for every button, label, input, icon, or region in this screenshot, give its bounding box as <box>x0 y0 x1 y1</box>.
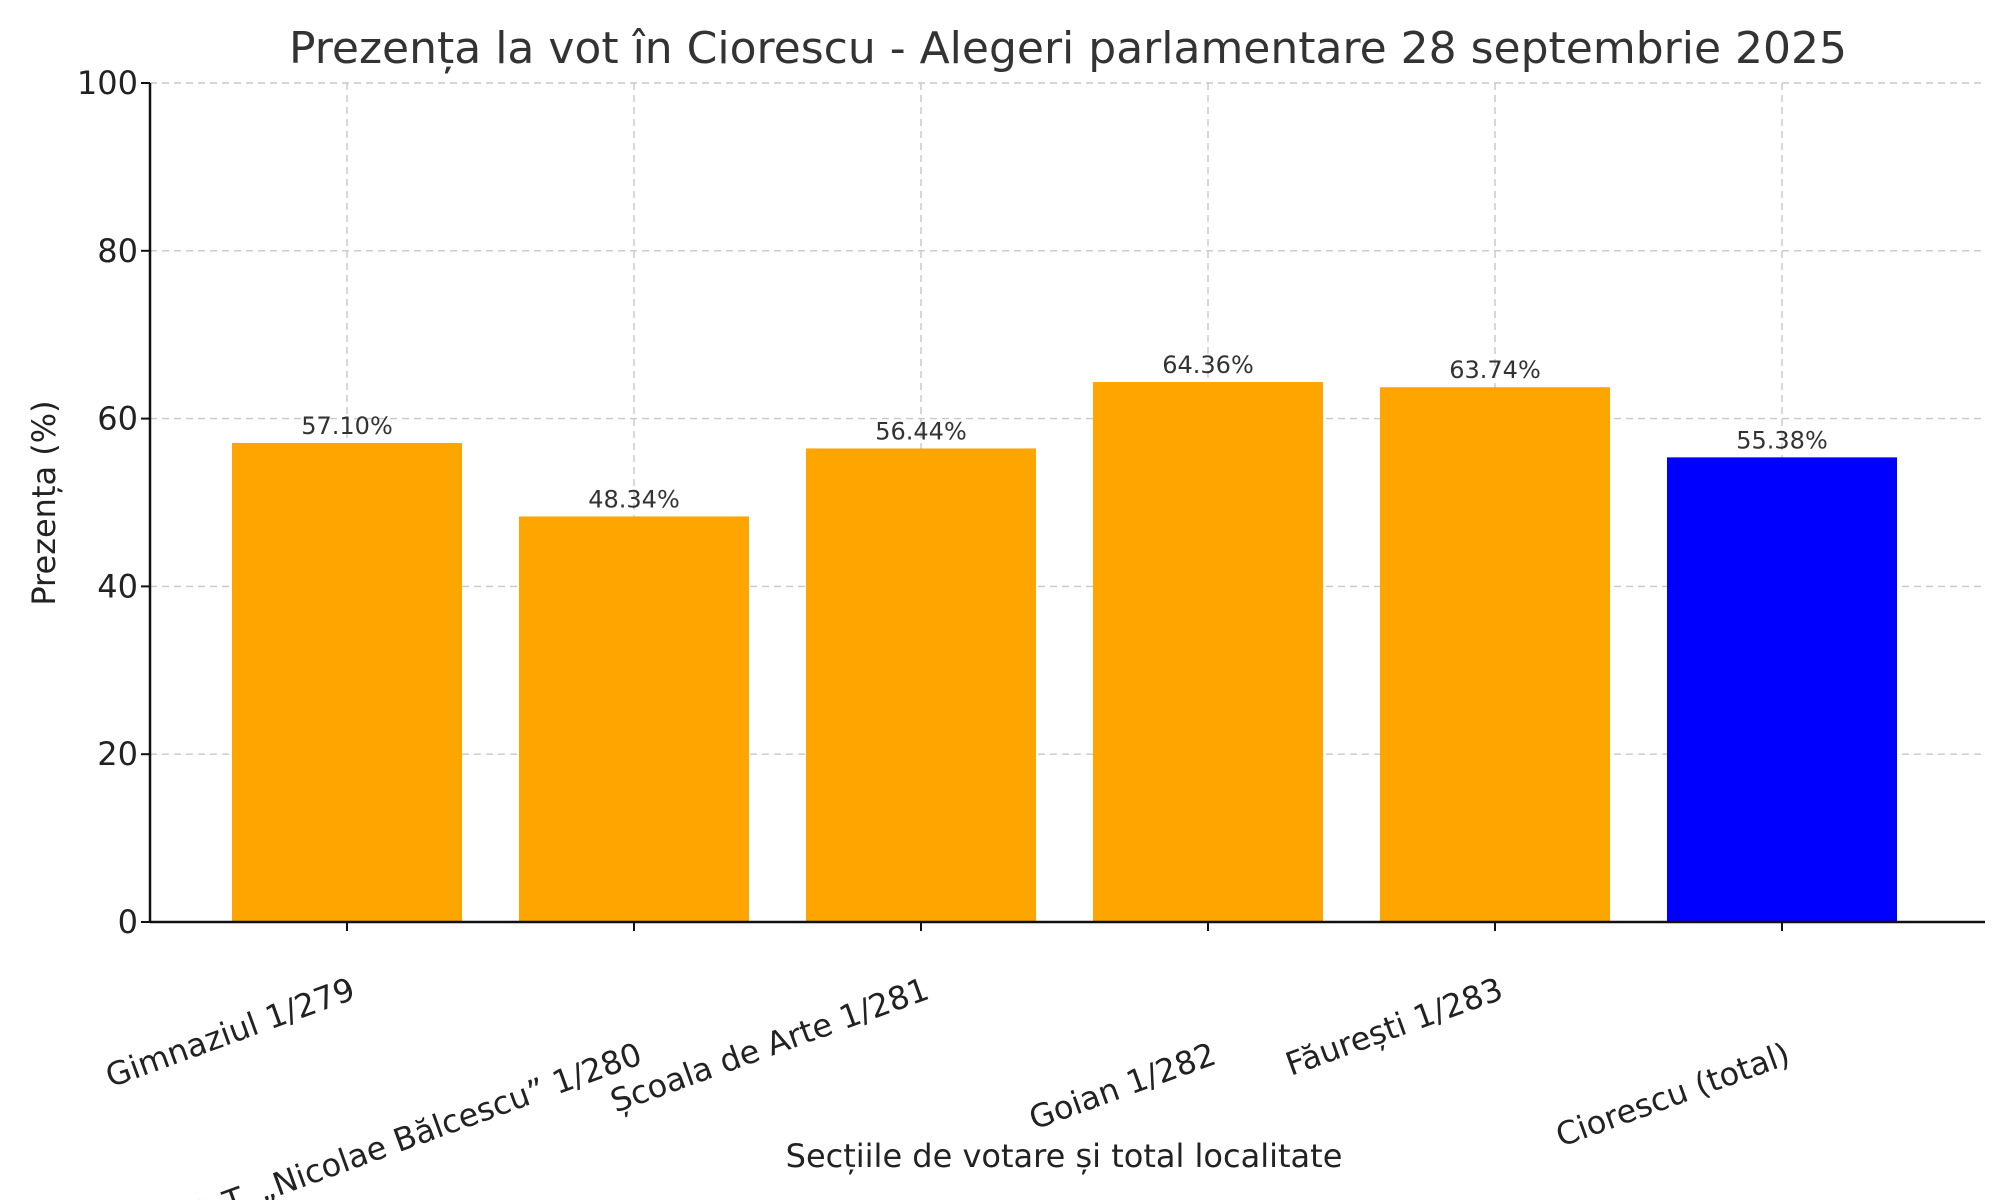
bar-value-label: 64.36% <box>1162 351 1254 379</box>
bar <box>806 448 1036 922</box>
bar <box>1380 387 1610 922</box>
x-tick-label: Făurești 1/283 <box>1280 970 1507 1084</box>
y-tick-label: 20 <box>97 735 138 773</box>
bar <box>519 516 749 922</box>
x-tick-label: Gimnaziul 1/279 <box>101 970 360 1095</box>
x-tick-label: L.T. „Nicolae Bălcescu” 1/280 <box>192 1035 647 1200</box>
bars-layer <box>232 382 1897 922</box>
y-tick-label: 0 <box>118 903 138 941</box>
bar <box>232 442 462 922</box>
bar <box>1093 382 1323 922</box>
axes-layer <box>141 82 1985 931</box>
bar-value-label: 63.74% <box>1449 356 1541 384</box>
y-axis-label: Prezența (%) <box>25 400 63 605</box>
bar-value-label: 48.34% <box>588 485 680 513</box>
bar <box>1667 457 1897 922</box>
bar-value-label: 55.38% <box>1736 426 1828 454</box>
y-tick-label: 40 <box>97 567 138 605</box>
chart-title: Prezența la vot în Ciorescu - Alegeri pa… <box>289 23 1847 74</box>
x-tick-label: Școala de Arte 1/281 <box>605 970 933 1120</box>
y-tick-label: 60 <box>97 400 138 438</box>
bar-value-label: 56.44% <box>875 417 967 445</box>
x-tick-label: Ciorescu (total) <box>1551 1035 1795 1155</box>
y-tick-label: 100 <box>77 64 138 102</box>
x-tick-label: Goian 1/282 <box>1024 1035 1221 1138</box>
x-axis-label: Secțiile de votare și total localitate <box>786 1137 1343 1175</box>
y-tick-label: 80 <box>97 232 138 270</box>
bar-value-label: 57.10% <box>301 412 393 440</box>
